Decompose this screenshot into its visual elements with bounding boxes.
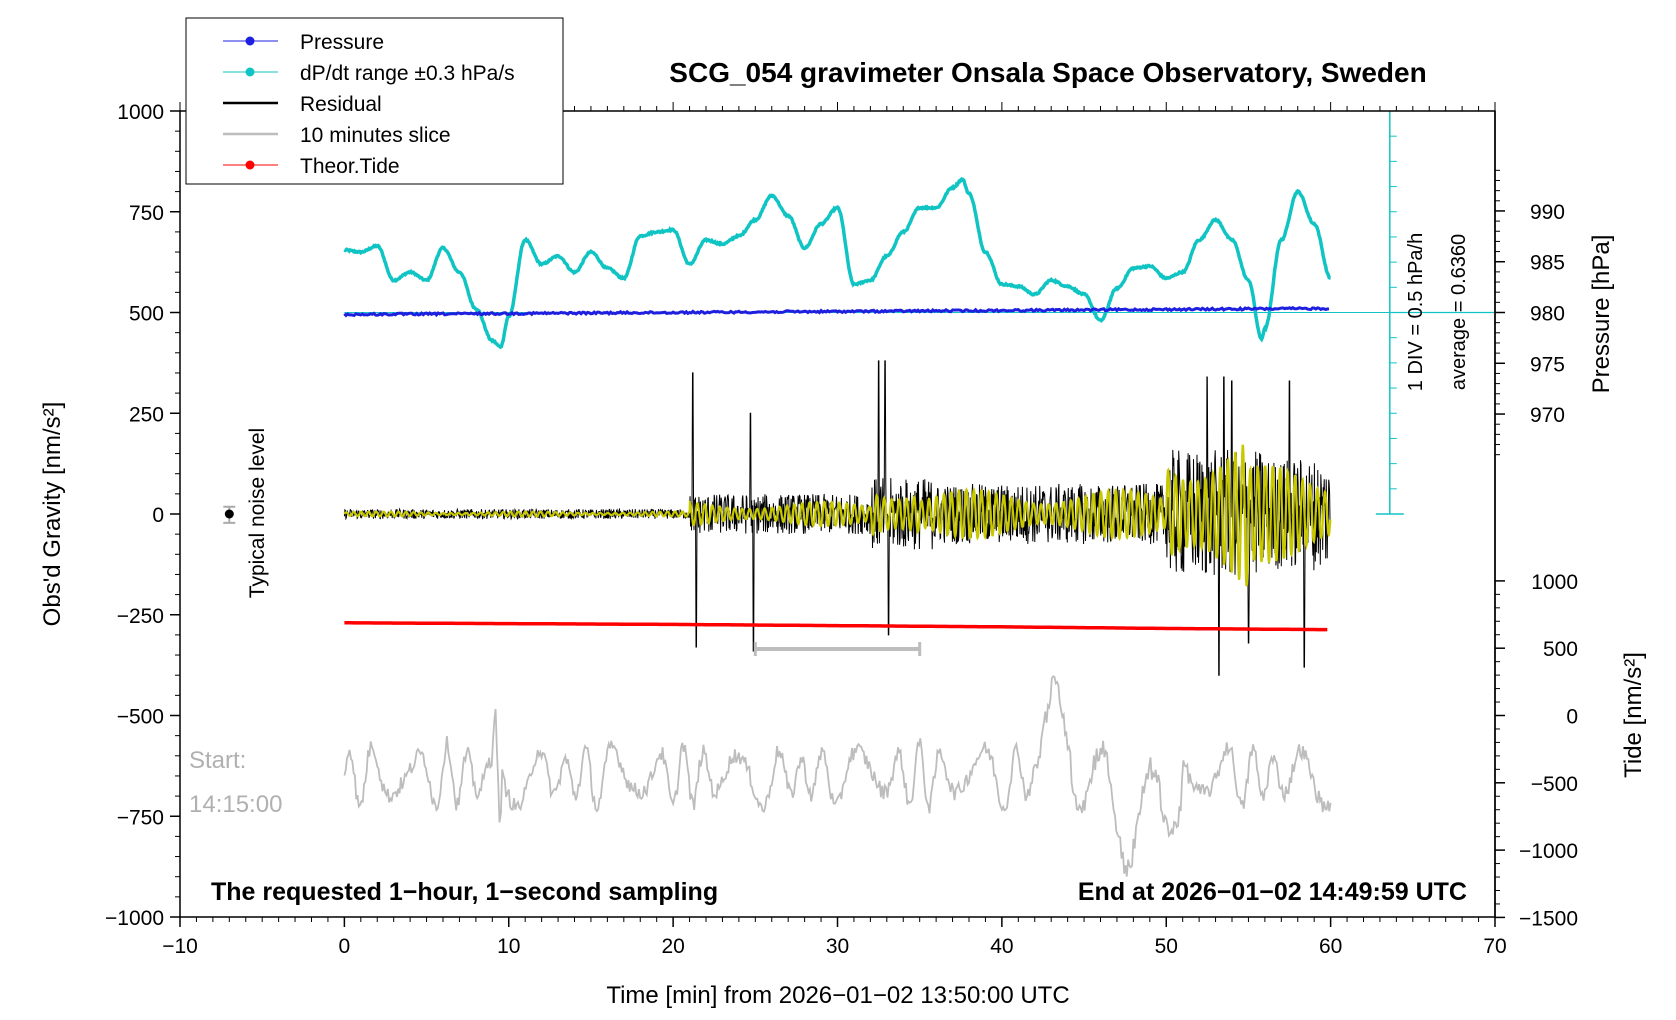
pressure-tick-label: 975: [1530, 353, 1565, 376]
y-tick-label: −750: [117, 806, 164, 829]
legend-label: 10 minutes slice: [300, 124, 451, 147]
scale-avg-label: average = 0.6360: [1448, 234, 1470, 390]
pressure-axis-label: Pressure [hPa]: [1588, 235, 1615, 394]
bottom-left-annotation: The requested 1−hour, 1−second sampling: [211, 878, 718, 906]
x-tick-label: −10: [162, 935, 198, 958]
tide-tick-label: −500: [1531, 773, 1578, 796]
y-tick-label: 250: [129, 403, 164, 426]
filtered-line: [343, 444, 1332, 587]
bottom-right-annotation: End at 2026−01−02 14:49:59 UTC: [1078, 878, 1467, 906]
legend-marker: [245, 160, 255, 170]
noise-marker: [224, 509, 234, 519]
x-tick-label: 30: [826, 935, 849, 958]
tide-tick-label: −1500: [1519, 907, 1578, 930]
pressure-tick-label: 990: [1530, 201, 1565, 224]
y-tick-label: −500: [117, 706, 164, 729]
legend-marker: [245, 36, 255, 46]
noise-label: Typical noise level: [246, 428, 269, 598]
tide-line: [344, 621, 1328, 632]
x-tick-label: 0: [339, 935, 351, 958]
legend-label: Theor.Tide: [300, 155, 400, 178]
x-tick-label: 20: [661, 935, 684, 958]
legend: Pressure dP/dt range ±0.3 hPa/s Residual 10…: [185, 17, 564, 185]
chart-title: SCG_054 gravimeter Onsala Space Observat…: [669, 57, 1426, 88]
legend-label: Residual: [300, 93, 382, 116]
y-tick-label: 1000: [117, 101, 164, 124]
tide-axis-label: Tide [nm/s²]: [1620, 652, 1647, 778]
slice-line: [343, 675, 1332, 877]
pressure-tick-label: 980: [1530, 303, 1565, 326]
start-time: 14:15:00: [189, 791, 282, 818]
left-axis-label: Obs'd Gravity [nm/s²]: [39, 402, 66, 627]
y-tick-label: −250: [117, 605, 164, 628]
start-label: Start:: [189, 747, 246, 774]
y-tick-label: −1000: [105, 907, 164, 930]
tide-tick-label: −1000: [1519, 840, 1578, 863]
y-tick-label: 750: [129, 202, 164, 225]
legend-marker: [245, 67, 255, 77]
x-tick-label: 10: [497, 935, 520, 958]
legend-label: Pressure: [300, 31, 384, 54]
pressure-line: [343, 305, 1330, 318]
pressure-tick-label: 985: [1530, 252, 1565, 275]
y-tick-label: 0: [152, 504, 164, 527]
x-tick-label: 40: [990, 935, 1013, 958]
x-tick-label: 60: [1319, 935, 1342, 958]
tide-tick-label: 1000: [1531, 571, 1578, 594]
scale-div-label: 1 DIV = 0.5 hPa/h: [1405, 233, 1427, 391]
tide-tick-label: 500: [1543, 638, 1578, 661]
x-tick-label: 50: [1155, 935, 1178, 958]
dpdt-line: [343, 176, 1331, 350]
pressure-tick-label: 970: [1530, 404, 1565, 427]
x-tick-label: 70: [1483, 935, 1506, 958]
y-tick-label: 500: [129, 303, 164, 326]
tide-tick-label: 0: [1566, 706, 1578, 729]
legend-label: dP/dt range ±0.3 hPa/s: [300, 62, 515, 85]
x-axis-label: Time [min] from 2026−01−02 13:50:00 UTC: [606, 982, 1069, 1009]
